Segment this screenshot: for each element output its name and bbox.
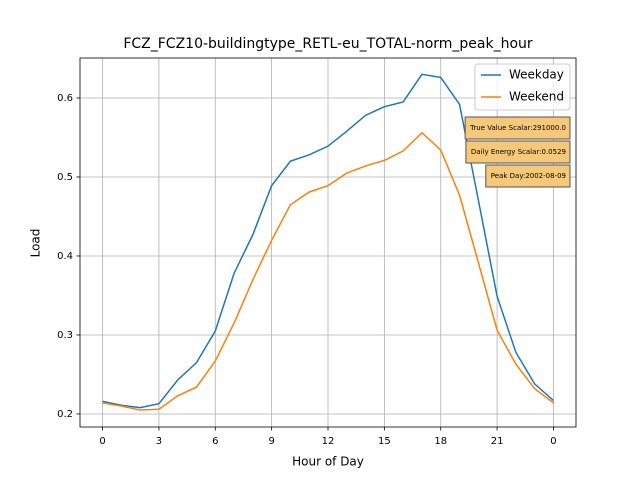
x-tick-label: 18	[434, 436, 447, 447]
x-tick-label: 0	[99, 436, 105, 447]
data-line	[102, 73, 554, 409]
x-tick-label: 15	[378, 436, 391, 447]
y-tick-label: 0.2	[57, 409, 73, 420]
x-tick-label: 9	[268, 436, 274, 447]
data-line	[102, 131, 554, 411]
legend-label: Weekend	[509, 90, 564, 104]
y-tick-label: 0.5	[57, 172, 73, 183]
annotation-box	[465, 140, 571, 164]
x-axis-label: Hour of Day	[292, 455, 364, 469]
annotation-box	[485, 164, 571, 188]
plot-frame	[79, 57, 577, 428]
annotation: Peak Day:2002-08-09	[491, 172, 566, 180]
legend: Weekday Weekend	[474, 63, 571, 111]
x-tick-label: 6	[212, 436, 218, 447]
x-tick-label: 3	[156, 436, 162, 447]
legend-label: Weekday	[509, 68, 564, 82]
x-tick-label: 21	[491, 436, 504, 447]
annotation: True Value Scalar:291000.0	[469, 124, 566, 132]
x-tick-label: 0	[550, 436, 556, 447]
annotation-box	[464, 116, 571, 140]
y-tick-label: 0.4	[57, 251, 73, 262]
y-axis-label: Load	[29, 229, 43, 258]
x-tick-label: 12	[322, 436, 335, 447]
y-tick-label: 0.6	[57, 93, 73, 104]
chart-title: FCZ_FCZ10-buildingtype_RETL-eu_TOTAL-nor…	[123, 36, 533, 52]
y-tick-label: 0.3	[57, 330, 73, 341]
annotation: Daily Energy Scalar:0.0529	[471, 148, 566, 156]
